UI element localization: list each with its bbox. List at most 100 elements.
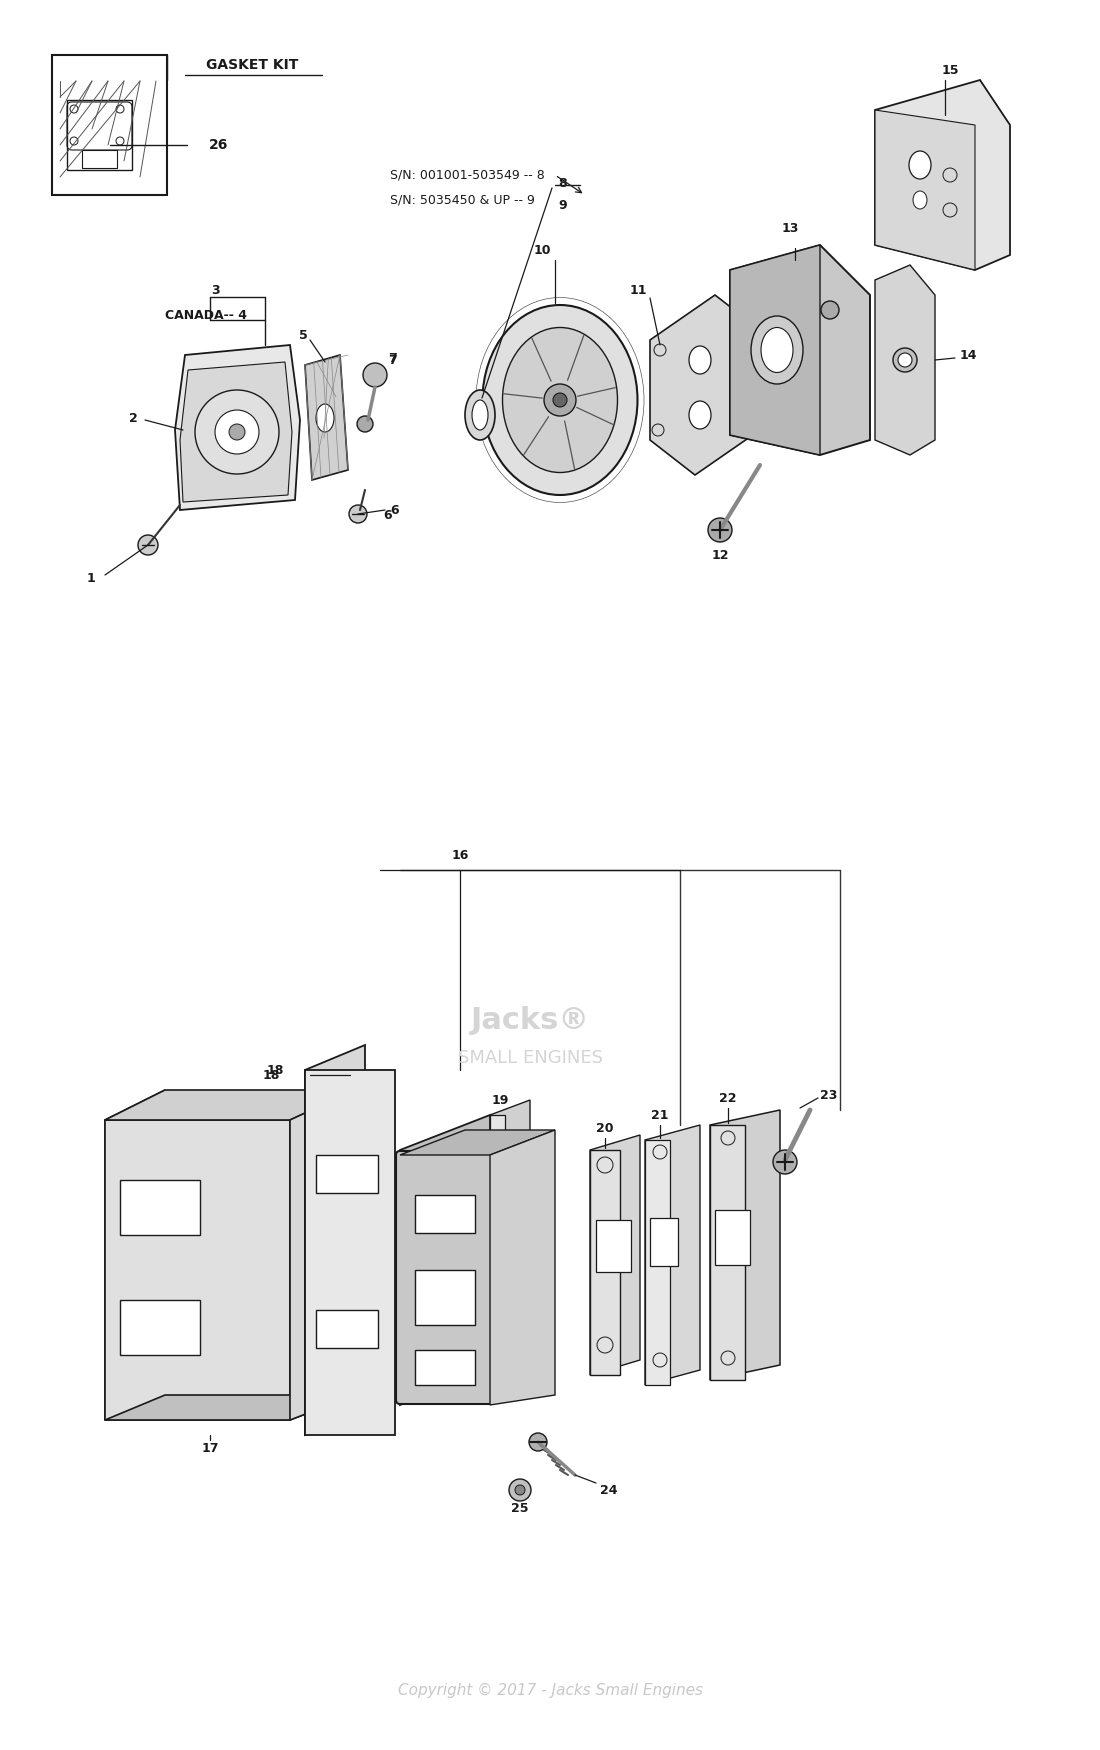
Polygon shape [104, 1120, 290, 1419]
Circle shape [509, 1479, 531, 1502]
Bar [120, 1180, 200, 1235]
Polygon shape [490, 1130, 556, 1405]
Circle shape [349, 506, 367, 523]
Polygon shape [590, 1136, 640, 1376]
Bar [82, 150, 117, 168]
Text: 1: 1 [86, 572, 95, 584]
Text: 11: 11 [629, 284, 647, 296]
Polygon shape [730, 245, 820, 455]
Text: 6: 6 [384, 509, 393, 522]
Ellipse shape [689, 346, 711, 374]
Ellipse shape [913, 191, 927, 208]
Text: 17: 17 [201, 1442, 219, 1454]
Polygon shape [874, 264, 935, 455]
Circle shape [229, 424, 245, 439]
Text: 18: 18 [266, 1064, 284, 1076]
Text: 23: 23 [820, 1088, 837, 1101]
Text: Copyright © 2017 - Jacks Small Engines: Copyright © 2017 - Jacks Small Engines [397, 1682, 703, 1698]
Polygon shape [645, 1139, 670, 1384]
Polygon shape [400, 1130, 556, 1155]
Polygon shape [710, 1110, 780, 1381]
Text: 22: 22 [719, 1092, 737, 1104]
Polygon shape [180, 362, 292, 502]
Ellipse shape [689, 401, 711, 429]
Text: 13: 13 [781, 222, 799, 234]
Text: 6: 6 [390, 504, 398, 516]
Circle shape [773, 1150, 798, 1174]
Circle shape [708, 518, 732, 542]
Bar [596, 1220, 631, 1272]
Text: GASKET KIT: GASKET KIT [206, 58, 298, 72]
Text: Jacks®: Jacks® [471, 1006, 590, 1034]
Text: 2: 2 [130, 411, 138, 425]
Text: 9: 9 [558, 198, 566, 212]
Text: 21: 21 [651, 1108, 669, 1122]
Circle shape [138, 536, 158, 555]
Text: S/N: 001001-503549 -- 8: S/N: 001001-503549 -- 8 [390, 168, 544, 182]
Polygon shape [400, 1115, 490, 1405]
Bar [650, 1218, 678, 1265]
Circle shape [358, 416, 373, 432]
Text: S/N: 5035450 & UP -- 9: S/N: 5035450 & UP -- 9 [390, 194, 535, 206]
Ellipse shape [483, 304, 638, 495]
Ellipse shape [761, 327, 793, 373]
Polygon shape [290, 1090, 355, 1419]
Bar [52, 54, 167, 80]
Polygon shape [874, 80, 1010, 270]
Polygon shape [305, 1069, 395, 1435]
Ellipse shape [751, 317, 803, 383]
Polygon shape [710, 1125, 745, 1381]
Polygon shape [730, 245, 870, 455]
Polygon shape [590, 1150, 620, 1376]
Polygon shape [490, 1101, 530, 1370]
Polygon shape [104, 1090, 165, 1419]
Circle shape [515, 1486, 525, 1494]
Text: 7: 7 [387, 354, 396, 366]
Bar [415, 1349, 475, 1384]
Ellipse shape [472, 401, 488, 430]
Circle shape [544, 383, 576, 416]
Text: SMALL ENGINES: SMALL ENGINES [458, 1048, 603, 1068]
Polygon shape [645, 1125, 700, 1384]
Text: 8: 8 [558, 177, 566, 189]
Bar [715, 1209, 750, 1265]
Ellipse shape [909, 150, 931, 178]
Ellipse shape [465, 390, 495, 439]
Text: 25: 25 [512, 1502, 529, 1514]
Text: 26: 26 [209, 138, 229, 152]
Text: 16: 16 [451, 849, 469, 861]
Text: 7: 7 [387, 352, 396, 364]
Circle shape [529, 1433, 547, 1451]
Circle shape [898, 354, 912, 367]
Polygon shape [305, 1045, 365, 1435]
Text: 14: 14 [960, 348, 978, 362]
Ellipse shape [316, 404, 334, 432]
Polygon shape [490, 1115, 505, 1370]
Circle shape [821, 301, 839, 318]
Bar [120, 1300, 200, 1354]
Text: ///ECHO: ///ECHO [69, 61, 122, 74]
Polygon shape [650, 296, 760, 474]
Bar [415, 1270, 475, 1325]
Bar [316, 1311, 378, 1348]
Text: 15: 15 [942, 63, 959, 77]
Polygon shape [874, 110, 975, 270]
Text: 20: 20 [596, 1122, 614, 1134]
Bar [52, 54, 167, 194]
Text: 24: 24 [600, 1484, 617, 1496]
Polygon shape [175, 345, 300, 509]
FancyBboxPatch shape [396, 1152, 494, 1404]
Text: 19: 19 [492, 1094, 508, 1106]
Circle shape [195, 390, 279, 474]
Circle shape [893, 348, 917, 373]
Bar [67, 100, 132, 170]
Circle shape [363, 362, 387, 387]
Text: 5: 5 [299, 329, 308, 341]
Circle shape [553, 394, 566, 408]
Text: 12: 12 [712, 548, 729, 562]
Text: CANADA-- 4: CANADA-- 4 [165, 308, 248, 322]
Text: 10: 10 [534, 243, 551, 257]
Text: 18: 18 [263, 1069, 280, 1082]
Polygon shape [305, 355, 348, 480]
Bar [316, 1155, 378, 1194]
